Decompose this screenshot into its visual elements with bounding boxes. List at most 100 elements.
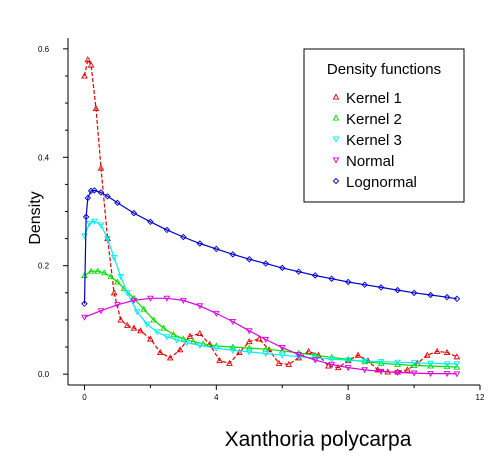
kernel-2-point (87, 267, 95, 274)
x-tick-label: 8 (346, 393, 351, 402)
kernel-1-point (354, 351, 362, 358)
kernel-3-point (278, 352, 286, 359)
kernel-1-point (110, 289, 118, 296)
kernel-3-point (410, 360, 418, 367)
kernel-3-point (212, 345, 220, 352)
kernel-1-point (81, 72, 88, 79)
kernel-3-point (262, 351, 270, 358)
kernel-1-point (236, 348, 243, 355)
lognormal-point (180, 233, 187, 241)
kernel-2-point (150, 316, 158, 323)
legend-marker-kernel-2 (332, 114, 340, 121)
lognormal-point (246, 255, 253, 263)
lognormal-point (87, 187, 95, 195)
normal-point (361, 367, 369, 374)
lognormal-point (114, 199, 121, 207)
kernel-3-point (196, 342, 204, 349)
kernel-3-point (183, 340, 191, 347)
lognormal-point (328, 275, 335, 282)
kernel-3-point (229, 347, 237, 354)
kernel-1-point (453, 353, 461, 360)
legend-label-normal: Normal (346, 153, 394, 170)
lognormal-point (104, 193, 111, 200)
legend-box (303, 48, 465, 203)
x-axis-title: Xanthoria polycarpa (225, 428, 412, 451)
kernel-3-point (97, 222, 105, 229)
kernel-1-point (226, 359, 233, 366)
series-layer (81, 56, 461, 378)
normal-point (443, 371, 451, 378)
kernel-2-point (443, 363, 451, 370)
kernel-2-point (107, 273, 115, 280)
legend-marker-kernel-1 (332, 93, 340, 100)
kernel-1-point (87, 61, 95, 68)
kernel-1-point (166, 354, 174, 361)
normal-point (179, 297, 187, 304)
kernel-1-point (305, 347, 312, 354)
normal-point (262, 336, 270, 343)
kernel-1-point (404, 366, 411, 373)
lognormal-point (97, 189, 105, 196)
legend-label-kernel-3: Kernel 3 (346, 132, 402, 149)
lognormal-point (427, 291, 434, 299)
kernel-3-point (173, 337, 181, 344)
normal-point (394, 369, 401, 377)
normal-line (84, 297, 457, 375)
lognormal-point (163, 226, 171, 234)
kernel-3-point (86, 220, 93, 227)
lognormal-point (147, 218, 154, 226)
kernel-3-line (83, 220, 457, 365)
lognormal-line (83, 189, 457, 304)
kernel-3-point (163, 334, 171, 341)
lognormal-point (410, 289, 418, 297)
kernel-1-point (137, 327, 144, 334)
kernel-3-point (377, 359, 385, 366)
kernel-1-point (130, 324, 138, 331)
kernel-3-point (328, 356, 336, 363)
lognormal-point (443, 293, 451, 301)
kernel-3-point (110, 255, 118, 262)
lognormal-point (81, 300, 88, 307)
y-tick-label: 0.2 (38, 262, 50, 271)
normal-point (410, 370, 418, 377)
y-axis-title: Density (27, 191, 44, 244)
kernel-1-point (206, 340, 214, 347)
lognormal-point (344, 278, 352, 286)
normal-point (147, 295, 154, 302)
normal-point (196, 303, 204, 310)
kernel-2-point (160, 324, 167, 331)
kernel-2-point (179, 335, 187, 342)
kernel-1-point (443, 348, 451, 355)
legend-marker-normal (332, 157, 340, 164)
kernel-3-point (453, 361, 461, 368)
lognormal-point (453, 295, 461, 303)
kernel-1-point (275, 359, 283, 366)
kernel-2-point (170, 331, 177, 338)
kernel-2-point (410, 361, 418, 369)
y-tick-label: 0.4 (38, 153, 50, 162)
series-kernel-3 (81, 218, 461, 368)
kernel-2-point (453, 363, 461, 370)
kernel-3-point (427, 360, 434, 367)
legend-marker-kernel-3 (332, 136, 340, 143)
kernel-1-point (176, 346, 184, 353)
kernel-3-point (123, 290, 131, 297)
y-tick-label: 0.6 (38, 45, 50, 54)
kernel-2-point (229, 343, 237, 350)
kernel-2-point (94, 267, 102, 274)
normal-point (427, 371, 434, 378)
normal-point (212, 310, 220, 317)
normal-point (344, 365, 352, 372)
normal-point (295, 352, 303, 359)
kernel-3-point (153, 329, 161, 336)
kernel-1-point (334, 364, 342, 371)
normal-point (278, 345, 286, 352)
kernel-3-point (104, 236, 111, 243)
kernel-1-point (92, 104, 100, 112)
kernel-2-point (344, 355, 352, 363)
lognormal-point (262, 260, 269, 267)
legend-label-kernel-2: Kernel 2 (346, 111, 402, 128)
kernel-3-point (117, 274, 125, 281)
lognormal-point (361, 281, 368, 288)
kernel-1-point (123, 321, 131, 328)
